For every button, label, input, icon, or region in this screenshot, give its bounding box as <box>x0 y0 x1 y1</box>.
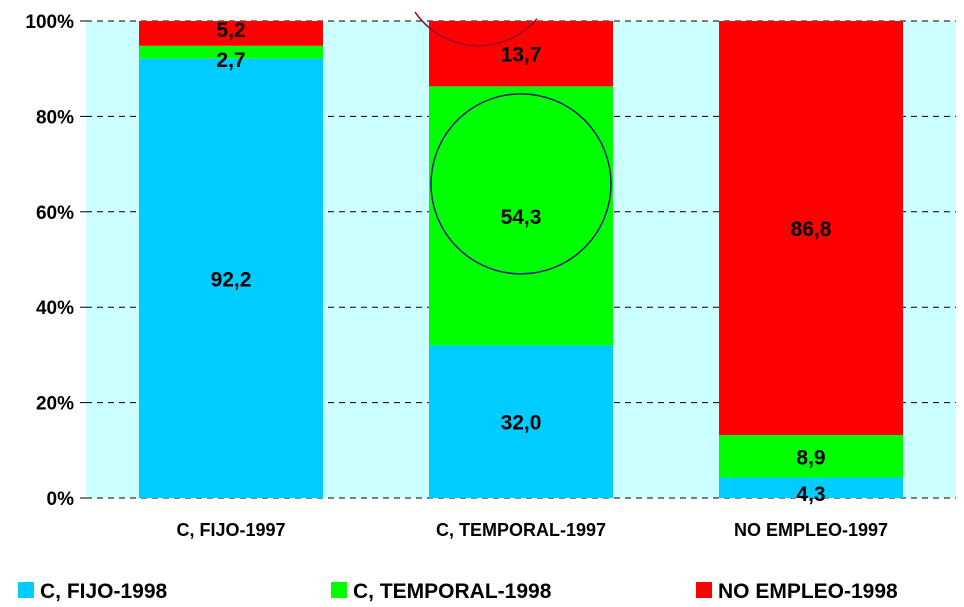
legend-label: NO EMPLEO-1998 <box>718 580 898 603</box>
data-label: 32,0 <box>501 412 542 435</box>
y-tick-label: 100% <box>25 12 74 33</box>
data-label: 86,8 <box>791 218 832 241</box>
legend-item: C, TEMPORAL-1998 <box>331 580 552 603</box>
partial-circle-arc <box>414 11 538 47</box>
data-label: 54,3 <box>501 206 542 229</box>
data-label: 8,9 <box>796 446 825 469</box>
x-axis: C, FIJO-1997 C, TEMPORAL-1997 NO EMPLEO-19… <box>176 520 888 540</box>
data-label: 13,7 <box>501 44 542 67</box>
y-tick-label: 20% <box>36 394 74 415</box>
bar-segment <box>139 21 323 46</box>
legend-swatch <box>331 582 347 598</box>
legend-label: C, TEMPORAL-1998 <box>353 580 552 603</box>
legend-item: NO EMPLEO-1998 <box>696 580 898 603</box>
bar-segment <box>429 86 613 346</box>
data-label: 92,2 <box>211 268 252 291</box>
data-label: 2,7 <box>216 49 245 72</box>
legend-item: C, FIJO-1998 <box>18 580 168 603</box>
data-label: 5,2 <box>216 19 245 42</box>
data-label: 4,3 <box>796 483 825 506</box>
legend-swatch <box>696 582 712 598</box>
bar-segment <box>429 345 613 498</box>
data-labels: 92,2 2,7 5,2 32,0 54,3 13,7 4,3 8,9 86,8 <box>211 19 832 506</box>
bar-segment <box>139 58 323 498</box>
y-tick-label: 40% <box>36 298 74 319</box>
highlight-circle <box>430 93 612 275</box>
bars <box>139 21 903 498</box>
y-tick-label: 60% <box>36 203 74 224</box>
x-tick-label: NO EMPLEO-1997 <box>734 520 888 540</box>
bar-segment <box>139 45 323 59</box>
bar-segment <box>719 477 903 498</box>
annotation-overlays <box>414 11 612 275</box>
x-tick-label: C, FIJO-1997 <box>176 520 285 540</box>
x-tick-label: C, TEMPORAL-1997 <box>436 520 606 540</box>
y-axis: 0% 20% 40% 60% 80% 100% <box>25 12 86 510</box>
bar-segment <box>719 435 903 478</box>
y-tick-label: 0% <box>47 489 75 510</box>
bar-segment <box>429 21 613 87</box>
y-tick-label: 80% <box>36 107 74 128</box>
legend-swatch <box>18 582 34 598</box>
legend-label: C, FIJO-1998 <box>40 580 168 603</box>
legend: C, FIJO-1998 C, TEMPORAL-1998 NO EMPLEO-19… <box>18 580 898 603</box>
bar-segment <box>719 21 903 436</box>
